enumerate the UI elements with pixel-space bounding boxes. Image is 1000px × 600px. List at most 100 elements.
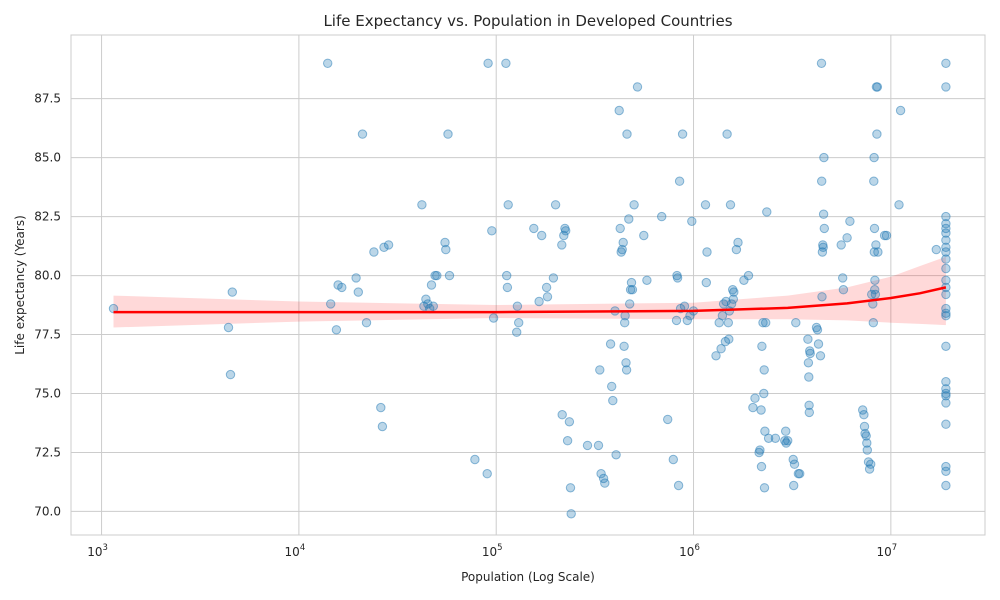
data-point xyxy=(361,318,372,328)
chart-title: Life Expectancy vs. Population in Develo… xyxy=(323,12,732,30)
data-point xyxy=(722,129,732,139)
data-point xyxy=(620,318,630,328)
data-point xyxy=(621,358,631,368)
data-point xyxy=(502,270,512,281)
data-point xyxy=(871,240,881,250)
data-point xyxy=(805,348,815,359)
data-point xyxy=(838,273,848,283)
data-point xyxy=(862,438,872,448)
data-point xyxy=(816,58,827,68)
data-point xyxy=(818,242,828,253)
data-point xyxy=(724,334,734,344)
data-point xyxy=(503,200,513,210)
data-point xyxy=(564,417,575,427)
data-point xyxy=(716,344,726,354)
data-point xyxy=(941,211,951,222)
data-point xyxy=(941,263,951,274)
x-tick-base: 10 xyxy=(482,545,497,559)
data-point xyxy=(512,301,523,311)
y-tick-label: 82.5 xyxy=(34,210,61,224)
data-point xyxy=(582,440,593,451)
x-tick-label: 103 xyxy=(87,543,108,559)
data-point xyxy=(337,282,347,293)
data-point xyxy=(731,244,742,255)
data-point xyxy=(673,480,684,491)
data-point xyxy=(351,273,361,283)
data-point xyxy=(677,129,688,139)
data-point xyxy=(625,299,635,309)
data-point xyxy=(488,313,499,323)
y-tick-label: 87.5 xyxy=(34,92,61,106)
data-point xyxy=(759,483,770,493)
data-point xyxy=(817,176,827,186)
data-point xyxy=(941,311,951,321)
data-point xyxy=(815,351,826,361)
data-point xyxy=(721,296,731,307)
data-point xyxy=(819,223,829,234)
y-axis-label: Life expectancy (Years) xyxy=(13,215,27,355)
data-point xyxy=(895,105,906,116)
data-point xyxy=(331,325,342,335)
x-tick-exponent: 6 xyxy=(694,543,699,553)
x-axis-label: Population (Log Scale) xyxy=(461,570,595,584)
data-point xyxy=(605,339,616,349)
data-point xyxy=(711,351,721,361)
data-point xyxy=(941,235,951,245)
data-point xyxy=(426,280,437,290)
data-point xyxy=(624,214,634,224)
data-point xyxy=(813,339,824,349)
data-point xyxy=(423,299,433,309)
data-point xyxy=(729,287,739,297)
data-point xyxy=(760,426,770,436)
data-point xyxy=(668,454,678,465)
data-point xyxy=(470,454,480,465)
data-point xyxy=(941,289,951,300)
data-point xyxy=(845,216,855,227)
y-tick-label: 77.5 xyxy=(34,328,61,342)
data-point xyxy=(383,240,394,250)
data-point xyxy=(629,200,639,210)
x-tick-exponent: 7 xyxy=(892,543,897,553)
data-point xyxy=(756,405,766,415)
data-point xyxy=(440,237,450,248)
data-point xyxy=(941,419,951,429)
data-point xyxy=(565,483,576,493)
y-tick-label: 75.0 xyxy=(34,386,61,400)
data-point xyxy=(557,240,567,250)
data-point xyxy=(548,273,559,283)
y-axis-ticks: 70.0 72.5 75.0 77.5 80.0 82.5 85.0 87.5 xyxy=(34,92,61,519)
data-point xyxy=(795,469,805,479)
trend-layer xyxy=(113,286,947,314)
data-point xyxy=(803,358,814,368)
data-point xyxy=(441,244,451,255)
data-point xyxy=(783,436,793,446)
data-point xyxy=(941,388,951,399)
data-point xyxy=(762,207,772,217)
data-point xyxy=(804,407,814,418)
data-point xyxy=(421,294,431,304)
data-point xyxy=(819,152,829,163)
data-point xyxy=(756,461,767,472)
data-point xyxy=(804,400,814,410)
data-point xyxy=(626,277,637,288)
data-point xyxy=(859,410,869,420)
data-point xyxy=(617,244,627,255)
x-tick-base: 10 xyxy=(285,545,300,559)
x-tick-exponent: 5 xyxy=(497,543,502,553)
data-point xyxy=(483,58,493,68)
data-point xyxy=(353,287,363,297)
data-point xyxy=(804,372,814,382)
data-point xyxy=(872,129,882,139)
data-point xyxy=(541,282,552,293)
data-point xyxy=(803,334,813,344)
data-point xyxy=(818,209,829,219)
x-axis-ticks: 103 104 105 106 107 xyxy=(87,543,897,559)
data-point xyxy=(444,270,455,281)
data-point xyxy=(869,247,879,257)
data-point xyxy=(671,315,682,326)
data-point xyxy=(941,58,951,68)
data-point xyxy=(789,480,799,491)
data-point xyxy=(600,478,610,488)
data-point xyxy=(842,233,852,243)
data-point xyxy=(941,391,951,401)
